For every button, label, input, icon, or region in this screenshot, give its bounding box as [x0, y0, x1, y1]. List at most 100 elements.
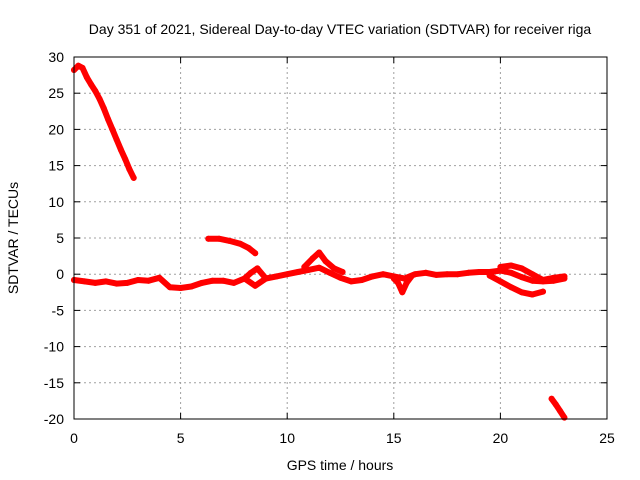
y-tick-label-25: 25 [48, 85, 64, 101]
series-track-branch-b [301, 249, 346, 275]
track-branch-c-point-1 [395, 279, 402, 286]
x-tick-label-25: 25 [599, 430, 615, 446]
series-track-baseline [71, 264, 568, 291]
x-tick-label-10: 10 [279, 430, 295, 446]
track-late-low-line [548, 395, 568, 421]
track-early-high-point-5 [92, 88, 99, 94]
y-tick-label--5: -5 [52, 302, 65, 318]
data-series-layer [71, 62, 568, 421]
chart-title: Day 351 of 2021, Sidereal Day-to-day VTE… [89, 21, 592, 37]
track-baseline-point-32 [412, 271, 419, 278]
track-baseline-point-24 [326, 269, 333, 276]
track-baseline-point-23 [316, 264, 323, 271]
track-branch-e-point-2 [508, 284, 515, 291]
y-tick-label-15: 15 [48, 158, 64, 174]
track-baseline-point-4 [113, 280, 120, 287]
track-branch-d-point-6 [561, 273, 568, 280]
track-baseline-point-29 [380, 271, 387, 278]
y-tick-label-10: 10 [48, 194, 64, 210]
track-baseline-point-2 [92, 279, 99, 286]
track-baseline-point-43 [529, 277, 536, 284]
track-early-high-point-3 [83, 74, 90, 81]
track-baseline-point-3 [103, 278, 109, 285]
axis-ticks: 0 5 10 15 20 25 -20 -15 -10 -5 0 5 10 15 20 25 30 [44, 49, 615, 446]
track-baseline-point-15 [230, 279, 237, 286]
track-mid-positive-point-3 [237, 240, 244, 247]
track-mid-positive-point-2 [226, 237, 233, 244]
series-track-early-high [71, 62, 137, 181]
track-baseline-point-9 [166, 284, 173, 291]
track-baseline-point-6 [135, 277, 141, 283]
track-baseline-point-37 [465, 269, 472, 276]
track-baseline-point-10 [177, 285, 184, 291]
y-tick-label-0: 0 [56, 266, 64, 282]
track-branch-d-point-1 [508, 262, 515, 269]
track-branch-b-point-0 [301, 264, 308, 270]
track-branch-d-point-4 [540, 277, 546, 283]
track-mid-positive-point-1 [216, 235, 222, 242]
track-baseline-point-8 [156, 274, 163, 281]
track-branch-c-point-0 [390, 275, 397, 282]
track-baseline-point-21 [294, 269, 301, 275]
track-baseline-point-20 [284, 271, 291, 278]
track-branch-c-point-4 [407, 274, 414, 281]
track-baseline-point-25 [337, 274, 344, 281]
track-branch-d-point-5 [550, 274, 557, 281]
track-late-low-point-1 [552, 401, 559, 408]
series-track-branch-a [241, 265, 269, 282]
y-tick-label-30: 30 [48, 49, 64, 65]
track-late-low-point-0 [548, 395, 555, 402]
series-track-branch-c [390, 274, 414, 296]
track-branch-d-point-3 [529, 271, 536, 278]
track-baseline-point-34 [433, 271, 440, 278]
track-branch-b-point-3 [322, 258, 329, 265]
track-early-high-point-12 [122, 156, 129, 163]
track-early-high-point-9 [109, 126, 116, 133]
x-tick-label-0: 0 [70, 430, 78, 446]
track-late-low-point-3 [561, 414, 568, 421]
track-baseline-point-41 [508, 269, 515, 276]
track-baseline-point-7 [145, 277, 152, 284]
series-track-branch-e [486, 272, 546, 298]
track-baseline-point-28 [369, 273, 376, 280]
track-branch-e-point-5 [540, 288, 546, 295]
y-axis-title: SDTVAR / TECUs [5, 182, 21, 294]
track-baseline-point-14 [220, 277, 227, 284]
series-track-branch-d [497, 262, 568, 283]
track-baseline-point-27 [358, 277, 365, 283]
track-early-high-point-10 [113, 136, 120, 143]
track-late-low-point-2 [557, 408, 564, 414]
track-branch-a-line [241, 265, 269, 282]
track-branch-e-point-4 [529, 291, 536, 298]
track-baseline-point-1 [81, 278, 88, 285]
track-branch-a-point-0 [241, 275, 248, 282]
track-branch-e-point-0 [486, 272, 493, 279]
track-baseline-point-11 [188, 283, 195, 290]
track-early-high-point-7 [100, 105, 107, 112]
x-axis-title: GPS time / hours [287, 457, 394, 473]
track-baseline-point-26 [348, 278, 355, 285]
series-track-late-low [548, 395, 568, 421]
track-early-high-point-13 [126, 166, 133, 173]
track-branch-c-point-2 [399, 289, 406, 296]
track-baseline-point-12 [198, 279, 205, 286]
track-baseline-point-5 [124, 279, 131, 286]
track-baseline-point-35 [444, 271, 451, 278]
track-early-high-point-14 [130, 174, 137, 181]
x-tick-label-15: 15 [386, 430, 402, 446]
track-baseline-point-33 [422, 269, 429, 276]
grid-lines [74, 57, 607, 419]
track-mid-positive-point-4 [245, 245, 252, 252]
track-branch-e-point-1 [497, 278, 504, 285]
track-baseline-point-36 [454, 271, 461, 278]
y-tick-label-20: 20 [48, 121, 64, 137]
y-tick-label--15: -15 [44, 375, 64, 391]
track-branch-c-point-3 [403, 279, 410, 286]
x-tick-label-20: 20 [493, 430, 509, 446]
track-baseline-point-38 [476, 269, 483, 275]
track-early-high-point-8 [105, 116, 112, 123]
series-track-mid-positive [205, 235, 259, 257]
track-baseline-point-17 [252, 282, 259, 289]
track-early-high-point-6 [96, 96, 103, 102]
